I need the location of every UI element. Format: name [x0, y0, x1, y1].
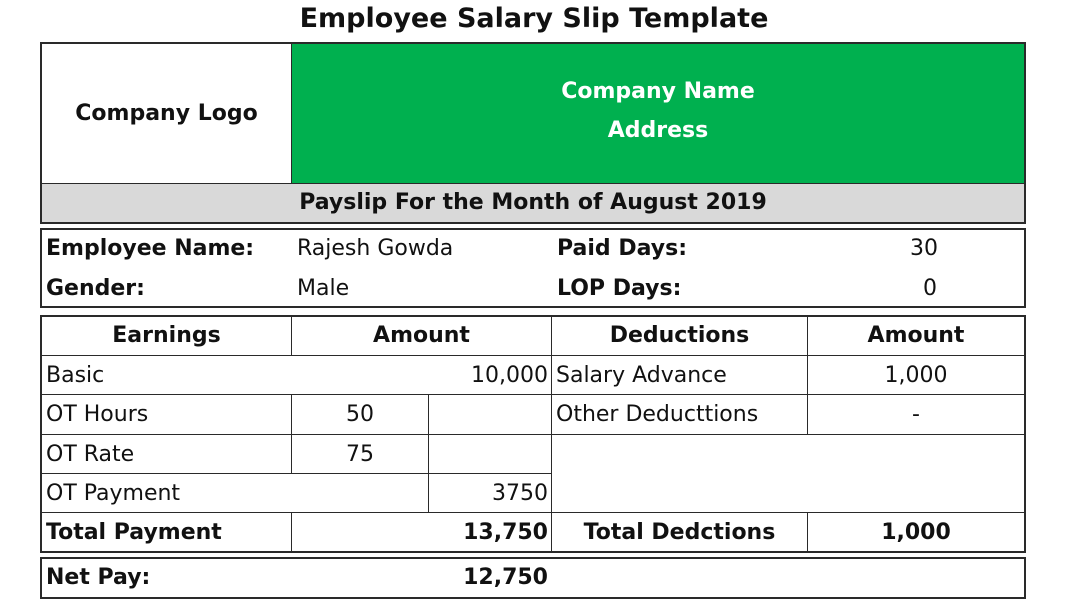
employee-name: Rajesh Gowda [297, 236, 454, 261]
header-divider [291, 44, 292, 183]
gender-label: Gender: [46, 276, 145, 301]
header-bottom-divider [42, 183, 1024, 184]
deductions-amount-header: Amount [867, 323, 965, 348]
net-pay-amount: 12,750 [463, 565, 548, 590]
total-deductions-amount: 1,000 [881, 520, 951, 545]
net-pay-row [40, 557, 1026, 599]
lop-days-label: LOP Days: [557, 276, 682, 301]
employee-name-label: Employee Name: [46, 236, 255, 261]
month-bar [42, 184, 1024, 222]
paid-days-value: 30 [910, 236, 938, 261]
other-deductions-label: Other Deducttions [556, 402, 759, 427]
ot-rate-label: OT Rate [46, 442, 135, 467]
table-rule [42, 355, 1024, 356]
table-rule [807, 317, 808, 434]
total-deductions-label: Total Dedctions [583, 520, 776, 545]
total-payment-amount: 13,750 [463, 520, 548, 545]
ot-payment-label: OT Payment [46, 481, 181, 506]
earnings-amount-header: Amount [373, 323, 470, 348]
table-rule [807, 512, 808, 552]
total-payment-label: Total Payment [46, 520, 222, 545]
table-rule [42, 434, 1024, 435]
basic-label: Basic [46, 363, 105, 388]
employee-info [40, 228, 1026, 308]
company-name: Company Name [561, 79, 755, 104]
salary-advance-amount: 1,000 [884, 363, 948, 388]
net-pay-label: Net Pay: [46, 565, 151, 590]
table-rule [551, 317, 552, 552]
lop-days-value: 0 [923, 276, 937, 301]
table-rule [291, 317, 292, 356]
table-rule [291, 512, 292, 552]
earnings-header: Earnings [112, 323, 221, 348]
paid-days-label: Paid Days: [557, 236, 687, 261]
salary-advance-label: Salary Advance [556, 363, 727, 388]
company-logo-label: Company Logo [75, 101, 258, 126]
table-rule [42, 473, 552, 474]
other-deductions-amount: - [912, 402, 920, 427]
ot-payment-amount: 3750 [492, 481, 548, 506]
table-rule [42, 394, 1024, 395]
table-rule [42, 512, 1024, 513]
table-rule [428, 394, 429, 512]
company-header [40, 42, 1026, 224]
ot-hours-value: 50 [346, 402, 374, 427]
gender-value: Male [297, 276, 350, 301]
page-title: Employee Salary Slip Template [299, 3, 769, 34]
earnings-deductions-table [40, 315, 1026, 553]
company-address: Address [607, 118, 709, 143]
ot-hours-label: OT Hours [46, 402, 149, 427]
payslip-month: Payslip For the Month of August 2019 [299, 190, 767, 215]
ot-rate-value: 75 [346, 442, 374, 467]
company-banner [292, 44, 1024, 183]
table-rule [291, 394, 292, 474]
basic-amount: 10,000 [471, 363, 548, 388]
deductions-header: Deductions [609, 323, 750, 348]
